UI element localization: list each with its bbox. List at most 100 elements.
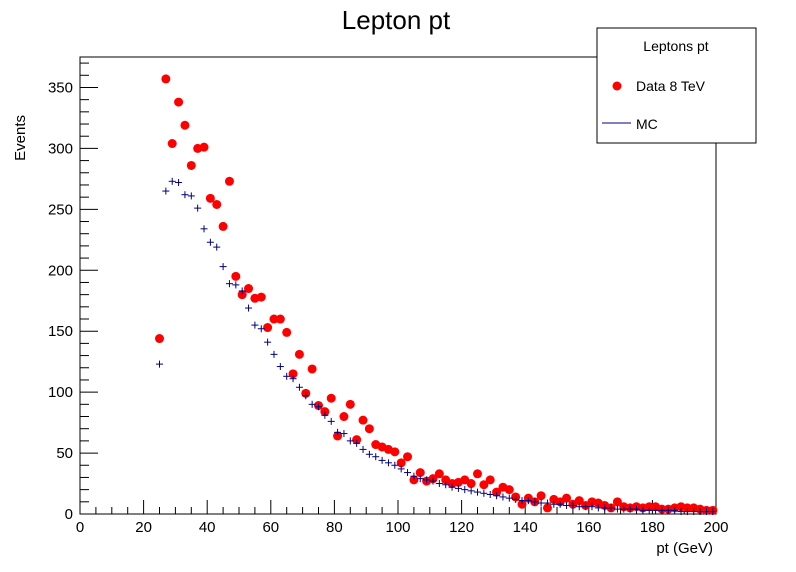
data-point: [256, 292, 266, 302]
series-data-8tev: [155, 74, 718, 515]
x-tick-label: 40: [199, 519, 216, 536]
data-point: [536, 491, 546, 501]
mc-point: [257, 325, 265, 333]
mc-point: [251, 321, 259, 329]
data-point: [345, 399, 355, 409]
mc-point: [353, 439, 361, 447]
mc-point: [245, 304, 253, 312]
y-tick-label: 250: [48, 201, 73, 218]
data-point: [231, 271, 241, 281]
mc-point: [346, 437, 354, 445]
mc-point: [594, 504, 602, 512]
mc-point: [283, 372, 291, 380]
mc-point: [429, 477, 437, 485]
mc-point: [404, 469, 412, 477]
legend-marker-data: [612, 81, 622, 91]
data-point: [517, 499, 527, 509]
mc-point: [295, 383, 303, 391]
data-point: [161, 74, 171, 84]
data-point: [612, 497, 622, 507]
mc-point: [607, 504, 615, 512]
mc-point: [423, 476, 431, 484]
mc-point: [645, 506, 653, 514]
mc-point: [359, 445, 367, 453]
data-point: [167, 139, 177, 149]
mc-point: [232, 281, 240, 289]
mc-point: [474, 488, 481, 496]
data-point: [180, 120, 190, 130]
data-point: [155, 334, 164, 344]
series-mc: [156, 177, 717, 516]
legend-box: [596, 27, 757, 144]
mc-point: [531, 498, 539, 506]
data-point: [333, 431, 343, 441]
mc-point: [575, 503, 583, 511]
mc-point: [416, 475, 424, 483]
x-tick-label: 60: [262, 519, 279, 536]
mc-point: [664, 506, 672, 514]
mc-point: [264, 338, 272, 346]
data-point: [218, 221, 228, 231]
mc-point: [518, 497, 526, 505]
mc-point: [467, 487, 475, 495]
y-tick-label: 0: [65, 506, 73, 523]
mc-point: [334, 428, 342, 436]
x-tick-label: 80: [326, 519, 343, 536]
mc-point: [690, 508, 698, 516]
mc-point: [582, 503, 590, 511]
mc-point: [200, 225, 208, 233]
data-point: [205, 193, 215, 203]
mc-point: [213, 243, 221, 251]
data-point: [644, 502, 654, 512]
x-tick-label: 140: [513, 519, 538, 536]
data-point: [199, 142, 209, 152]
data-point: [307, 364, 317, 374]
data-point: [542, 503, 552, 513]
data-point: [339, 412, 349, 422]
data-point: [237, 290, 247, 300]
mc-point: [391, 461, 399, 469]
data-point: [504, 485, 514, 495]
data-point: [212, 199, 222, 209]
mc-point: [315, 403, 322, 411]
data-point: [224, 176, 234, 186]
data-point: [409, 475, 419, 485]
data-point: [174, 97, 184, 107]
mc-point: [308, 400, 316, 408]
data-point: [485, 475, 495, 485]
mc-point: [219, 263, 227, 271]
mc-point: [378, 456, 386, 464]
y-axis-label: Events: [12, 115, 29, 161]
mc-point: [569, 501, 577, 509]
mc-point: [410, 472, 418, 480]
data-point: [320, 407, 330, 417]
mc-point: [652, 506, 660, 514]
data-point: [473, 469, 482, 479]
mc-point: [709, 508, 717, 516]
x-tick-label: 200: [703, 519, 728, 536]
mc-point: [486, 491, 494, 499]
mc-point: [442, 481, 450, 489]
data-point: [415, 468, 425, 478]
y-tick-label: 300: [48, 140, 73, 157]
data-point: [403, 452, 413, 462]
mc-point: [365, 450, 373, 458]
mc-point: [696, 508, 704, 516]
x-tick-label: 0: [76, 519, 84, 536]
mc-point: [340, 430, 348, 438]
y-tick-label: 350: [48, 79, 73, 96]
y-tick-label: 150: [48, 323, 73, 340]
mc-point: [397, 465, 405, 473]
mc-point: [321, 411, 329, 419]
data-point: [574, 496, 584, 506]
x-tick-label: 20: [135, 519, 152, 536]
mc-point: [175, 179, 183, 187]
mc-point: [537, 499, 545, 507]
mc-point: [270, 350, 278, 358]
mc-point: [702, 508, 710, 516]
mc-point: [601, 504, 609, 512]
data-point: [288, 369, 298, 379]
data-point: [275, 314, 285, 324]
data-point: [282, 327, 292, 337]
